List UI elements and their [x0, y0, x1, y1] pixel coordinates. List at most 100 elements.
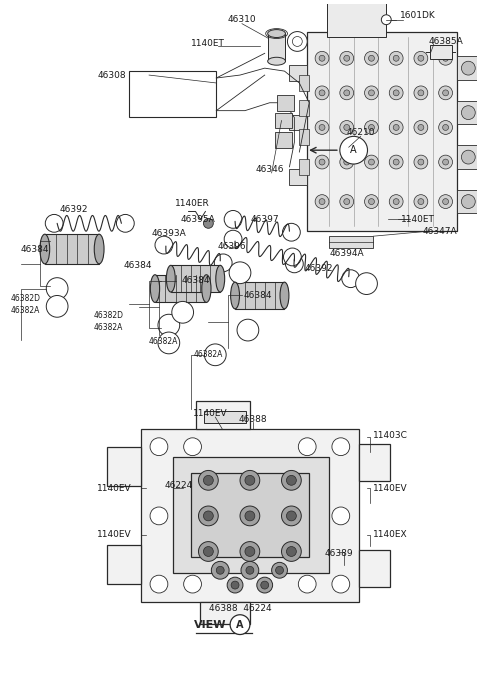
- Circle shape: [443, 90, 448, 96]
- Bar: [359, 549, 390, 587]
- Circle shape: [184, 438, 202, 456]
- Circle shape: [439, 195, 453, 208]
- Circle shape: [287, 511, 296, 521]
- Circle shape: [172, 301, 193, 323]
- Circle shape: [158, 314, 180, 336]
- Circle shape: [319, 159, 325, 165]
- Text: VIEW: VIEW: [194, 619, 227, 630]
- Circle shape: [46, 278, 68, 299]
- Text: 46210: 46210: [347, 128, 375, 137]
- Circle shape: [461, 106, 475, 119]
- Circle shape: [281, 470, 301, 490]
- Circle shape: [199, 506, 218, 526]
- Circle shape: [227, 577, 243, 593]
- Circle shape: [443, 159, 448, 165]
- Circle shape: [418, 125, 424, 130]
- Circle shape: [246, 566, 254, 574]
- Circle shape: [150, 507, 168, 525]
- Circle shape: [418, 159, 424, 165]
- Bar: [457, 101, 479, 125]
- Circle shape: [315, 155, 329, 169]
- Circle shape: [216, 566, 224, 574]
- Circle shape: [369, 199, 374, 204]
- Circle shape: [319, 125, 325, 130]
- Circle shape: [393, 199, 399, 204]
- Text: A: A: [236, 619, 244, 630]
- Bar: [141, 429, 359, 602]
- Bar: [45, 234, 99, 264]
- Text: 46388: 46388: [239, 415, 267, 423]
- Text: 1140ET: 1140ET: [401, 215, 435, 224]
- Circle shape: [389, 86, 403, 100]
- Text: 46346: 46346: [255, 165, 284, 175]
- Bar: [191, 473, 309, 557]
- Circle shape: [414, 86, 428, 100]
- Circle shape: [332, 438, 350, 456]
- Circle shape: [344, 90, 350, 96]
- Bar: [289, 65, 307, 81]
- Bar: [268, 34, 286, 61]
- Text: 46394A: 46394A: [329, 249, 364, 258]
- Circle shape: [344, 125, 350, 130]
- Bar: [107, 447, 141, 486]
- Circle shape: [315, 86, 329, 100]
- Circle shape: [340, 155, 354, 169]
- Circle shape: [319, 90, 325, 96]
- Bar: [300, 159, 309, 175]
- Text: A: A: [350, 145, 357, 155]
- Circle shape: [204, 511, 213, 521]
- Text: 46308: 46308: [97, 71, 126, 80]
- Circle shape: [315, 121, 329, 134]
- Text: 46382A: 46382A: [194, 350, 223, 359]
- Bar: [457, 145, 479, 169]
- Bar: [300, 75, 309, 91]
- Circle shape: [461, 150, 475, 164]
- Circle shape: [184, 575, 202, 593]
- Bar: [300, 100, 309, 116]
- Circle shape: [364, 51, 378, 65]
- Text: 46384: 46384: [123, 262, 152, 270]
- Circle shape: [443, 125, 448, 130]
- Text: 1140EV: 1140EV: [373, 484, 408, 493]
- Circle shape: [332, 575, 350, 593]
- Circle shape: [369, 55, 374, 61]
- Ellipse shape: [268, 30, 286, 38]
- Circle shape: [414, 155, 428, 169]
- Bar: [275, 113, 292, 129]
- Bar: [155, 275, 206, 303]
- Circle shape: [292, 36, 302, 47]
- Circle shape: [344, 55, 350, 61]
- Text: 46392: 46392: [60, 205, 88, 214]
- Circle shape: [315, 51, 329, 65]
- Circle shape: [204, 218, 213, 228]
- Circle shape: [332, 507, 350, 525]
- Bar: [204, 411, 246, 423]
- Circle shape: [204, 475, 213, 485]
- Bar: [195, 401, 250, 429]
- Text: 1140EV: 1140EV: [96, 530, 131, 539]
- Circle shape: [389, 155, 403, 169]
- Circle shape: [298, 438, 316, 456]
- Circle shape: [340, 136, 368, 164]
- Circle shape: [245, 547, 255, 557]
- Text: 46224: 46224: [165, 481, 193, 490]
- Circle shape: [356, 273, 377, 295]
- Circle shape: [369, 125, 374, 130]
- Bar: [173, 456, 329, 573]
- Circle shape: [281, 506, 301, 526]
- Circle shape: [414, 121, 428, 134]
- Circle shape: [340, 51, 354, 65]
- Text: 46396: 46396: [218, 241, 246, 251]
- Text: 46392: 46392: [305, 264, 333, 273]
- Circle shape: [389, 195, 403, 208]
- Circle shape: [158, 332, 180, 354]
- Circle shape: [281, 542, 301, 561]
- Text: 1140EX: 1140EX: [373, 530, 408, 539]
- Bar: [129, 71, 216, 117]
- Circle shape: [389, 51, 403, 65]
- Circle shape: [155, 236, 173, 254]
- Circle shape: [364, 86, 378, 100]
- Circle shape: [381, 15, 391, 25]
- Circle shape: [393, 90, 399, 96]
- Circle shape: [240, 506, 260, 526]
